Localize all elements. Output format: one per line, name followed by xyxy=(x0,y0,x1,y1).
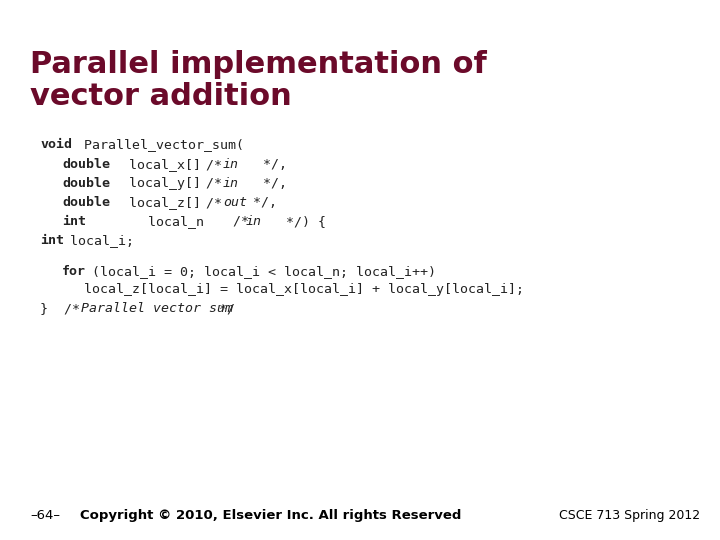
Text: local_z[local_i] = local_x[local_i] + local_y[local_i];: local_z[local_i] = local_x[local_i] + lo… xyxy=(84,283,524,296)
Text: */) {: */) { xyxy=(262,215,326,228)
Text: */: */ xyxy=(211,302,235,315)
Text: Copyright © 2010, Elsevier Inc. All rights Reserved: Copyright © 2010, Elsevier Inc. All righ… xyxy=(80,509,462,522)
Text: */,: */, xyxy=(239,177,287,190)
Text: /*: /* xyxy=(190,177,230,190)
Text: Parallel vector sum: Parallel vector sum xyxy=(81,302,233,315)
Text: in: in xyxy=(223,158,239,171)
Text: in: in xyxy=(246,215,262,228)
Text: double: double xyxy=(62,158,110,171)
Text: */,: */, xyxy=(245,196,277,209)
Text: local_z[]: local_z[] xyxy=(105,196,201,209)
Text: int: int xyxy=(40,234,64,247)
Text: /*: /* xyxy=(190,158,230,171)
Text: local_n: local_n xyxy=(84,215,204,228)
Text: }  /*: } /* xyxy=(40,302,88,315)
Text: /*: /* xyxy=(193,215,257,228)
Text: –64–: –64– xyxy=(30,509,60,522)
Text: double: double xyxy=(62,177,110,190)
Text: */,: */, xyxy=(239,158,287,171)
Text: out: out xyxy=(223,196,247,209)
Text: double: double xyxy=(62,196,110,209)
Text: local_i;: local_i; xyxy=(62,234,134,247)
Text: void: void xyxy=(40,138,72,151)
Text: Parallel implementation of: Parallel implementation of xyxy=(30,50,487,79)
Text: local_y[]: local_y[] xyxy=(105,177,201,190)
Text: CSCE 713 Spring 2012: CSCE 713 Spring 2012 xyxy=(559,509,700,522)
Text: for: for xyxy=(62,265,86,278)
Text: vector addition: vector addition xyxy=(30,82,292,111)
Text: in: in xyxy=(223,177,239,190)
Text: (local_i = 0; local_i < local_n; local_i++): (local_i = 0; local_i < local_n; local_i… xyxy=(84,265,436,278)
Text: int: int xyxy=(62,215,86,228)
Text: Parallel_vector_sum(: Parallel_vector_sum( xyxy=(76,138,244,151)
Text: /*: /* xyxy=(190,196,230,209)
Text: local_x[]: local_x[] xyxy=(105,158,201,171)
